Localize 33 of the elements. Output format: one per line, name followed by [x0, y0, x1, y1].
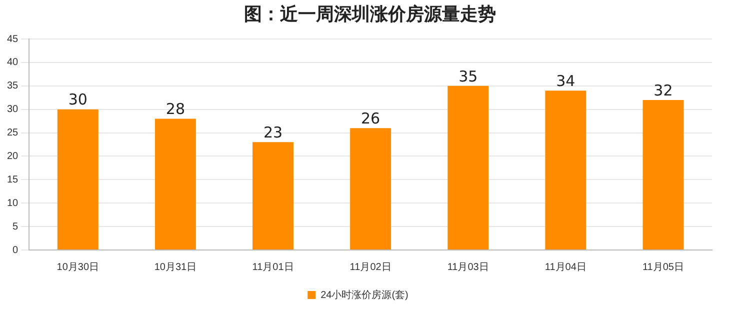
legend-label: 24小时涨价房源(套) [320, 288, 408, 301]
bar [252, 142, 294, 250]
x-tick-label: 11月02日 [350, 262, 392, 273]
y-tick-label: 25 [7, 128, 19, 139]
y-tick-label: 20 [7, 150, 19, 162]
x-tick-label: 10月31日 [154, 262, 197, 273]
x-tick-label: 11月01日 [252, 262, 294, 273]
y-tick-label: 30 [7, 104, 19, 116]
bar [448, 86, 489, 250]
x-tick-label: 11月04日 [544, 262, 586, 273]
y-tick-label: 35 [7, 80, 19, 92]
y-tick-label: 15 [7, 174, 19, 186]
y-tick-label: 0 [12, 244, 19, 256]
data-label: 35 [458, 67, 478, 86]
x-tick-label: 11月05日 [642, 262, 684, 273]
bar [57, 109, 98, 250]
data-label: 32 [654, 81, 673, 100]
x-tick-label: 10月30日 [56, 262, 100, 273]
y-tick-label: 40 [7, 57, 19, 68]
bar [350, 128, 392, 250]
data-label: 26 [361, 109, 380, 128]
bar [154, 118, 196, 250]
bar [642, 100, 684, 250]
y-tick-label: 10 [7, 198, 19, 209]
bar [545, 90, 586, 250]
y-tick-label: 45 [7, 34, 19, 45]
data-label: 23 [263, 124, 283, 142]
chart-title: 图：近一周深圳涨价房源量走势 [243, 3, 497, 27]
y-tick-label: 5 [12, 221, 19, 232]
data-label: 34 [556, 72, 576, 90]
data-label: 28 [166, 100, 185, 118]
data-label: 30 [68, 90, 88, 109]
x-tick-label: 11月03日 [447, 262, 489, 273]
